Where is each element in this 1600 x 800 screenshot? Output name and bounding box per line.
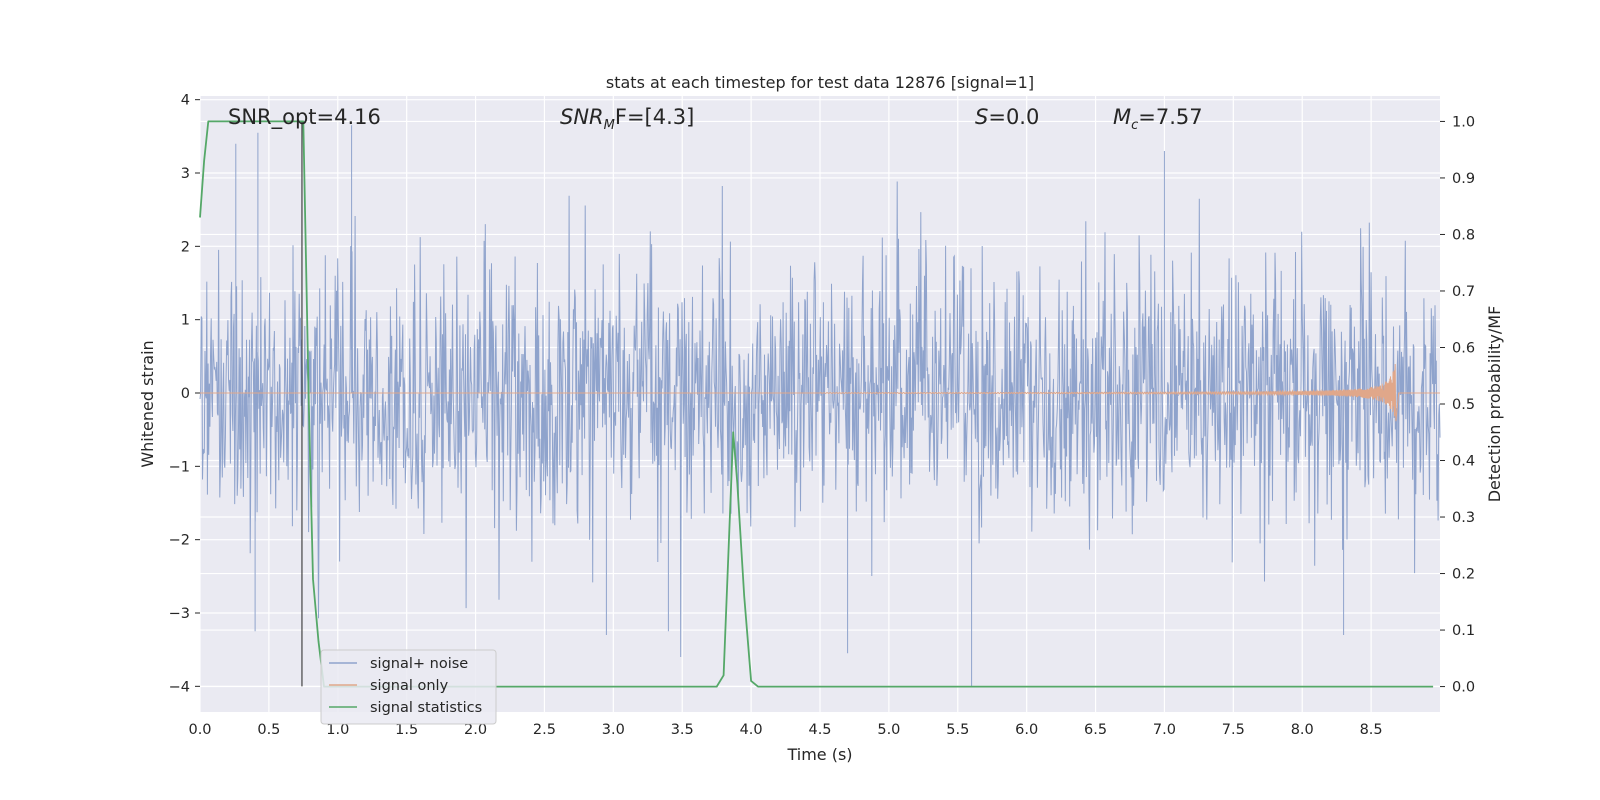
y-tick-label: 4 [181,93,190,109]
right-y-tick-label: 0.4 [1452,454,1475,470]
x-tick-label: 2.5 [533,722,556,738]
right-y-tick-label: 1.0 [1452,114,1475,130]
x-tick-label: 6.5 [1084,722,1107,738]
x-axis-label: Time (s) [786,745,852,764]
legend-box [320,649,497,725]
y-tick-label: −1 [169,459,190,475]
x-tick-label: 5.0 [877,722,900,738]
legend-label-signal-noise: signal+ noise [370,656,468,672]
right-y-axis-label: Detection probability/MF [1485,306,1504,503]
right-y-tick-label: 0.5 [1452,397,1475,413]
legend-label-signal-only: signal only [370,678,449,694]
series-signal-only [200,363,1440,422]
y-axis-ticks: −4 −3 −2 −1 0 1 2 3 4 [169,93,200,695]
legend: signal+ noise signal only signal statist… [320,649,497,725]
x-tick-label: 3.5 [671,722,694,738]
right-y-tick-label: 0.0 [1452,680,1475,696]
x-tick-label: 0.0 [188,722,211,738]
annotation-s: S=0.0 [975,105,1039,129]
chart-title: stats at each timestep for test data 128… [606,73,1034,92]
x-tick-label: 4.5 [808,722,831,738]
right-y-tick-label: 0.1 [1452,623,1475,639]
x-tick-label: 8.5 [1360,722,1383,738]
annotation-snr-opt: SNR_opt=4.16 [228,105,381,130]
x-tick-label: 7.0 [1153,722,1176,738]
right-y-tick-label: 0.9 [1452,171,1475,187]
x-axis-ticks: 0.0 0.5 1.0 1.5 2.0 2.5 3.0 3.5 4.0 4.5 5.0 5.5 6.0 6… [188,722,1382,738]
x-tick-label: 3.0 [602,722,625,738]
x-tick-label: 2.0 [464,722,487,738]
annotation-snr-mf: SNRMF=[4.3] [560,105,694,133]
series-signal-noise [199,125,1441,687]
x-tick-label: 1.0 [326,722,349,738]
right-y-tick-label: 0.8 [1452,227,1475,243]
y-tick-label: −3 [169,606,190,622]
x-tick-label: 6.0 [1015,722,1038,738]
y-tick-label: 3 [181,166,190,182]
y-tick-label: 0 [181,386,190,402]
y-tick-label: −2 [169,533,190,549]
y-tick-label: −4 [169,679,190,695]
right-y-tick-label: 0.7 [1452,284,1475,300]
right-y-tick-label: 0.6 [1452,340,1475,356]
right-y-axis-ticks: 0.0 0.1 0.2 0.3 0.4 0.5 0.6 0.7 0.8 0.9 1.0 [1440,114,1475,696]
x-tick-label: 4.0 [740,722,763,738]
right-y-tick-label: 0.3 [1452,510,1475,526]
right-y-tick-label: 0.2 [1452,567,1475,583]
y-tick-label: 2 [181,239,190,255]
y-tick-label: 1 [181,313,190,329]
x-tick-label: 5.5 [946,722,969,738]
x-tick-label: 0.5 [257,722,280,738]
x-tick-label: 8.0 [1291,722,1314,738]
x-tick-label: 1.5 [395,722,418,738]
legend-label-signal-statistics: signal statistics [370,700,482,716]
x-tick-label: 7.5 [1222,722,1245,738]
y-axis-label: Whitened strain [138,340,157,467]
annotation-mc: Mc=7.57 [1113,105,1203,133]
